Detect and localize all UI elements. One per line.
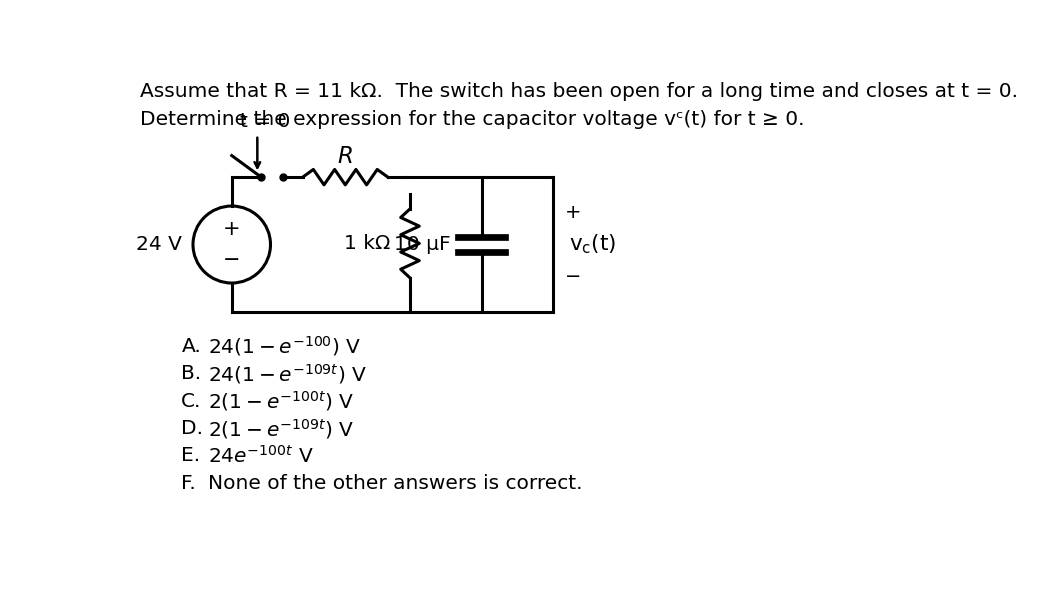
Text: −: − bbox=[565, 267, 581, 286]
Text: −: − bbox=[223, 250, 240, 270]
Text: A.: A. bbox=[181, 337, 201, 356]
Text: E.: E. bbox=[181, 447, 200, 465]
Text: +: + bbox=[223, 219, 241, 239]
Text: B.: B. bbox=[181, 364, 201, 384]
Text: t = 0: t = 0 bbox=[240, 112, 290, 131]
Text: 1 kΩ: 1 kΩ bbox=[344, 234, 391, 253]
Text: R: R bbox=[337, 145, 353, 168]
Text: None of the other answers is correct.: None of the other answers is correct. bbox=[209, 474, 583, 493]
Text: $24(1 - e^{-100}) \mathrm{\ V}$: $24(1 - e^{-100}) \mathrm{\ V}$ bbox=[209, 335, 362, 359]
Text: 24 V: 24 V bbox=[135, 235, 181, 254]
Text: $2(1 - e^{-109t}) \mathrm{\ V}$: $2(1 - e^{-109t}) \mathrm{\ V}$ bbox=[209, 417, 354, 440]
Text: $2(1 - e^{-100t}) \mathrm{\ V}$: $2(1 - e^{-100t}) \mathrm{\ V}$ bbox=[209, 389, 354, 413]
Text: F.: F. bbox=[181, 474, 196, 493]
Text: D.: D. bbox=[181, 419, 203, 438]
Text: 10 μF: 10 μF bbox=[394, 235, 451, 254]
Text: +: + bbox=[565, 203, 581, 221]
Text: Determine the expression for the capacitor voltage vᶜ(t) for t ≥ 0.: Determine the expression for the capacit… bbox=[140, 110, 805, 129]
Text: Assume that R = 11 kΩ.  The switch has been open for a long time and closes at t: Assume that R = 11 kΩ. The switch has be… bbox=[140, 82, 1019, 101]
Text: C.: C. bbox=[181, 392, 202, 411]
Text: $\mathregular{v_c(t)}$: $\mathregular{v_c(t)}$ bbox=[569, 233, 616, 256]
Text: $24e^{-100t} \mathrm{\ V}$: $24e^{-100t} \mathrm{\ V}$ bbox=[209, 445, 314, 467]
Text: $24(1 - e^{-109t}) \mathrm{\ V}$: $24(1 - e^{-109t}) \mathrm{\ V}$ bbox=[209, 362, 368, 386]
